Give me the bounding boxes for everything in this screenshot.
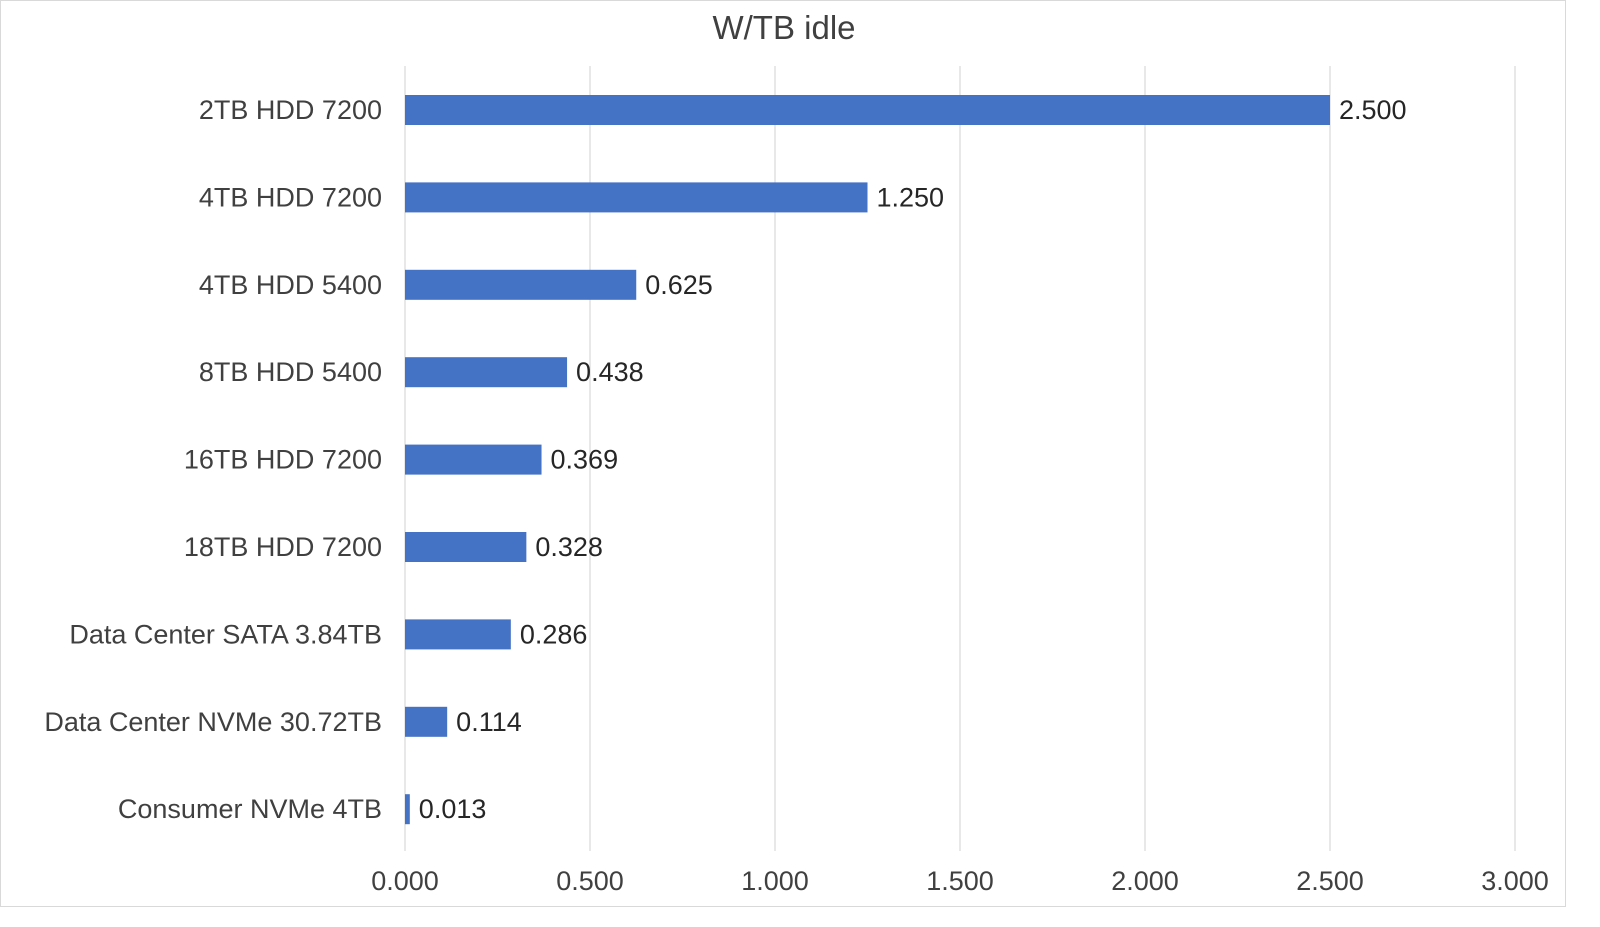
- bar: [405, 794, 410, 825]
- x-tick-label: 0.000: [371, 866, 439, 896]
- chart-frame: W/TB idle 2TB HDD 7200 4TB HDD 7200 4TB HD…: [0, 0, 1566, 907]
- bar: [405, 357, 568, 388]
- category-label: 2TB HDD 7200: [199, 95, 382, 125]
- category-label: 8TB HDD 5400: [199, 357, 382, 387]
- bar: [405, 95, 1330, 125]
- category-label: 4TB HDD 5400: [199, 270, 382, 300]
- category-label: 4TB HDD 7200: [199, 182, 382, 212]
- x-tick-label: 2.500: [1296, 866, 1364, 896]
- bar: [405, 706, 448, 737]
- category-label: 18TB HDD 7200: [184, 532, 382, 562]
- bar-chart: W/TB idle 2TB HDD 7200 4TB HDD 7200 4TB HD…: [44, 9, 1549, 896]
- data-label: 0.369: [551, 445, 619, 475]
- x-axis-tick-labels: 0.000 0.500 1.000 1.500 2.000 2.500 3.000: [371, 866, 1549, 896]
- x-tick-label: 0.500: [556, 866, 624, 896]
- category-label: Data Center SATA 3.84TB: [69, 619, 382, 649]
- chart-title: W/TB idle: [712, 9, 855, 46]
- data-label: 0.625: [645, 270, 713, 300]
- x-tick-label: 3.000: [1481, 866, 1549, 896]
- data-label: 0.438: [576, 357, 644, 387]
- category-label: 16TB HDD 7200: [184, 445, 382, 475]
- data-label: 1.250: [877, 182, 945, 212]
- category-label: Consumer NVMe 4TB: [118, 794, 382, 824]
- bar: [405, 532, 527, 562]
- category-labels: 2TB HDD 7200 4TB HDD 7200 4TB HDD 5400 8TB …: [44, 95, 382, 824]
- x-tick-label: 1.500: [926, 866, 994, 896]
- data-label: 0.013: [419, 794, 487, 824]
- data-label: 2.500: [1339, 95, 1407, 125]
- data-label: 0.286: [520, 619, 588, 649]
- x-tick-label: 1.000: [741, 866, 809, 896]
- data-label: 0.114: [456, 707, 522, 737]
- x-tick-label: 2.000: [1111, 866, 1179, 896]
- category-label: Data Center NVMe 30.72TB: [44, 707, 382, 737]
- bar: [405, 444, 542, 475]
- bar: [405, 269, 637, 300]
- bars: [405, 95, 1330, 825]
- data-label: 0.328: [535, 532, 603, 562]
- bar: [405, 182, 868, 213]
- bar: [405, 619, 511, 650]
- data-labels: 2.500 1.250 0.625 0.438 0.369 0.328 0.286 0.114…: [419, 95, 1407, 824]
